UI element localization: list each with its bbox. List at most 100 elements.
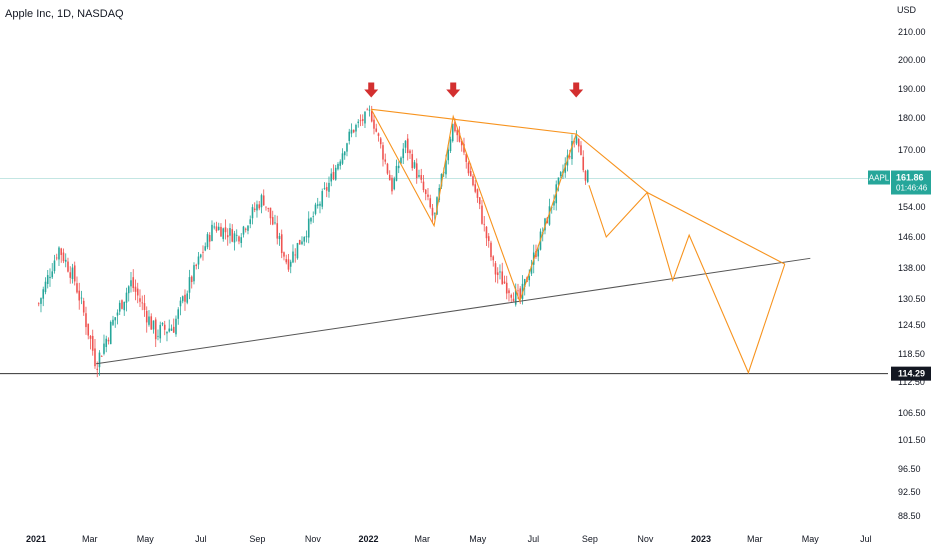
candle-body [215, 226, 218, 231]
candle-body [346, 143, 348, 152]
candle-body [492, 256, 495, 261]
candle-body [370, 111, 373, 122]
candle-body [249, 219, 252, 224]
candle-body [80, 297, 83, 299]
candle-body [575, 136, 578, 144]
candle-body [231, 229, 234, 242]
candle-body [109, 321, 112, 345]
candle-body [229, 228, 231, 236]
candle-body [278, 236, 281, 240]
candle-body [456, 130, 459, 136]
time-tick-label: Jul [195, 534, 207, 544]
candle-body [469, 171, 472, 177]
candle-body [132, 277, 135, 289]
candle-body [359, 120, 362, 122]
price-tick-label: 106.50 [898, 408, 926, 418]
candle-body [379, 138, 382, 145]
time-tick-label: Sep [582, 534, 598, 544]
candle-body [112, 319, 114, 325]
candle-body [332, 171, 335, 180]
candle-body [186, 293, 189, 303]
candle-body [289, 261, 292, 267]
candle-body [195, 264, 198, 267]
candle-body [188, 277, 191, 293]
candle-body [352, 129, 355, 133]
down-arrow-icon[interactable] [446, 82, 461, 98]
time-tick-label: Jul [528, 534, 540, 544]
projection-path[interactable] [588, 185, 786, 375]
candle-body [301, 241, 303, 245]
candle-body [406, 138, 409, 154]
candle-body [350, 129, 353, 134]
candle-body [139, 298, 141, 302]
candle-body [433, 212, 436, 214]
candle-body [366, 109, 369, 111]
candle-body [87, 323, 90, 336]
candle-body [121, 300, 123, 309]
candle-body [204, 246, 207, 251]
candle-body [415, 163, 418, 179]
support-price-badge[interactable] [891, 366, 931, 381]
candle-body [557, 177, 560, 185]
down-arrow-icon[interactable] [364, 82, 379, 98]
candle-body [76, 283, 78, 293]
candle-body [145, 310, 148, 323]
arrows-layer[interactable] [364, 82, 584, 98]
candle-body [73, 265, 76, 282]
down-arrow-icon[interactable] [569, 82, 584, 98]
price-tick-label: 210.00 [898, 27, 926, 37]
last-price-badge[interactable] [891, 170, 931, 195]
candle-body [51, 271, 54, 278]
candle-body [478, 197, 481, 205]
candle-body [123, 301, 126, 311]
candle-body [337, 163, 339, 170]
candle-body [510, 294, 513, 298]
candle-body [483, 223, 486, 225]
candle-body [553, 200, 555, 206]
symbol-badge[interactable] [868, 170, 890, 185]
candle-body [271, 217, 274, 225]
price-tick-label: 200.00 [898, 55, 926, 65]
ascending-trendline[interactable] [96, 257, 811, 365]
candle-body [67, 261, 69, 272]
candle-body [262, 195, 265, 206]
candle-body [152, 320, 155, 330]
candle-body [431, 207, 434, 216]
candle-body [170, 328, 173, 331]
candle-body [150, 316, 153, 330]
candle-body [134, 286, 137, 292]
price-tick-label: 118.50 [898, 349, 925, 359]
candle-body [496, 272, 499, 276]
candle-body [458, 132, 461, 142]
time-axis[interactable]: 2021 Mar May Jul Sep Nov 2022 Mar May Jul Sep Nov 20… [26, 534, 872, 544]
candle-body [411, 154, 414, 169]
price-axis[interactable]: USD 210.00200.00190.00180.00170.00162.00… [897, 5, 926, 521]
candle-body [321, 191, 324, 207]
candle-body [481, 205, 483, 224]
candle-body [314, 204, 317, 214]
price-tick-label: 146.00 [898, 232, 926, 242]
candle-body [44, 281, 47, 293]
candle-body [287, 259, 290, 270]
swing-zigzag[interactable] [370, 109, 577, 303]
candle-body [388, 174, 391, 181]
candle-body [206, 234, 209, 248]
candle-body [103, 343, 105, 354]
candle-body [530, 266, 533, 274]
candle-body [463, 144, 465, 153]
descending-trendline[interactable] [371, 108, 786, 265]
symbol-title[interactable]: Apple Inc, 1D, NASDAQ [5, 8, 124, 20]
candle-body [517, 290, 519, 292]
candle-body [199, 254, 202, 258]
drawings-layer[interactable] [96, 108, 811, 375]
candle-body [37, 303, 40, 305]
candle-body [377, 133, 380, 136]
candle-body [258, 204, 261, 209]
candle-body [64, 259, 67, 262]
candle-body [69, 272, 72, 278]
price-tick-label: 101.50 [898, 435, 926, 445]
candle-body [58, 247, 60, 260]
price-tick-label: 96.50 [898, 464, 921, 474]
